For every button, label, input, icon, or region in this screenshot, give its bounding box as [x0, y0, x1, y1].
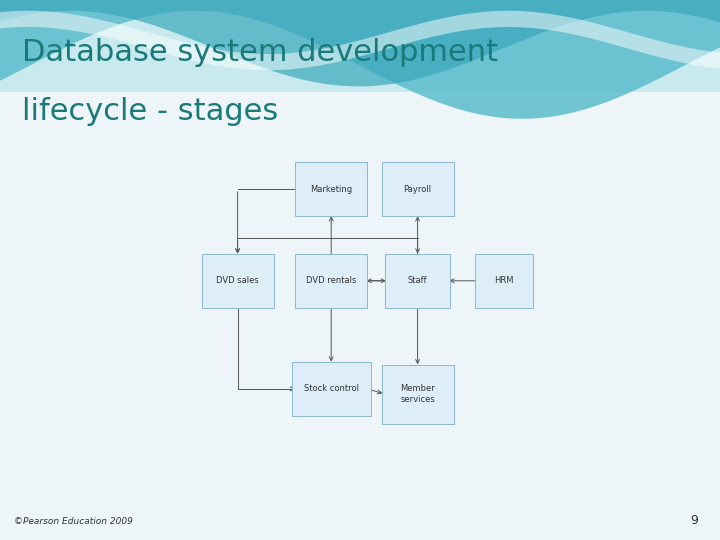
- Text: Marketing: Marketing: [310, 185, 352, 193]
- Text: HRM: HRM: [494, 276, 514, 285]
- Text: DVD sales: DVD sales: [216, 276, 259, 285]
- Text: ©Pearson Education 2009: ©Pearson Education 2009: [14, 517, 133, 526]
- FancyBboxPatch shape: [202, 254, 274, 308]
- Text: DVD rentals: DVD rentals: [306, 276, 356, 285]
- FancyBboxPatch shape: [292, 362, 371, 416]
- Polygon shape: [0, 0, 720, 97]
- FancyBboxPatch shape: [385, 254, 450, 308]
- Polygon shape: [0, 11, 720, 70]
- Text: 9: 9: [690, 514, 698, 526]
- FancyBboxPatch shape: [295, 162, 367, 216]
- Text: Database system development: Database system development: [22, 38, 498, 67]
- FancyBboxPatch shape: [382, 364, 454, 424]
- FancyBboxPatch shape: [295, 254, 367, 308]
- Text: Member
services: Member services: [400, 384, 435, 404]
- Polygon shape: [0, 92, 720, 540]
- Text: Payroll: Payroll: [403, 185, 432, 193]
- Text: lifecycle - stages: lifecycle - stages: [22, 97, 278, 126]
- Text: Staff: Staff: [408, 276, 428, 285]
- Text: Stock control: Stock control: [304, 384, 359, 393]
- FancyBboxPatch shape: [382, 162, 454, 216]
- Polygon shape: [0, 0, 720, 119]
- Polygon shape: [0, 0, 720, 86]
- FancyBboxPatch shape: [475, 254, 533, 308]
